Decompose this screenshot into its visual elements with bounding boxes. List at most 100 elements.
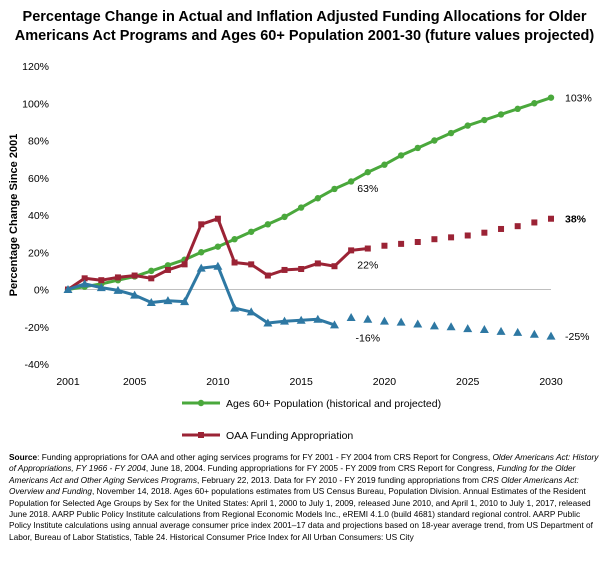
data-point: [196, 263, 206, 272]
data-point: [280, 316, 290, 325]
data-point: [130, 290, 140, 299]
series-group: [63, 94, 556, 340]
data-point: [514, 105, 521, 113]
data-point: [146, 298, 156, 307]
data-point: [248, 261, 255, 268]
data-point: [264, 221, 272, 228]
data-point: [181, 261, 188, 268]
data-point: [464, 122, 471, 129]
data-point: [381, 161, 388, 168]
data-label: -16%: [356, 332, 381, 344]
data-point: [414, 239, 421, 246]
data-label: 38%: [565, 214, 587, 226]
data-point: [80, 279, 90, 288]
data-point: [498, 225, 505, 232]
data-point: [531, 100, 538, 107]
source-text: , June 18, 2004. Funding appropriations …: [145, 463, 497, 474]
y-axis-title: Percentage Change Since 2001: [8, 134, 20, 297]
legend-marker-1: [198, 432, 204, 438]
data-point: [329, 320, 339, 329]
data-point: [331, 185, 338, 193]
data-point: [198, 249, 205, 256]
annotations-group: 103% 63% 38% 22% -16% -25%: [356, 93, 592, 345]
data-point: [546, 331, 556, 340]
data-point: [314, 195, 322, 202]
data-point: [148, 275, 155, 282]
data-point: [164, 266, 171, 273]
data-point: [481, 229, 488, 236]
data-point: [246, 307, 256, 316]
data-point: [297, 204, 305, 211]
source-text: : Funding appropriations for OAA and oth…: [37, 452, 493, 462]
axes-group: -40% -20% 0% 20% 40% 60% 80% 100% 120% 2001 2005 20…: [8, 61, 563, 388]
source-note: Source: Funding appropriations for OAA a…: [9, 452, 603, 543]
data-point: [131, 272, 138, 279]
data-point: [281, 266, 288, 273]
data-point: [347, 178, 355, 185]
data-point: [163, 296, 173, 305]
data-point: [381, 242, 388, 249]
chart-title: Percentage Change in Actual and Inflatio…: [0, 8, 609, 46]
legend-label-0: Ages 60+ Population (historical and proj…: [226, 398, 441, 410]
data-point: [431, 137, 438, 144]
y-tick-label: 120%: [22, 61, 49, 73]
data-point: [464, 232, 471, 239]
data-label: 63%: [357, 183, 378, 195]
y-tick-label: -20%: [24, 322, 49, 334]
series-line-1: [67, 217, 368, 291]
data-point: [214, 243, 222, 250]
legend: Ages 60+ Population (historical and proj…: [182, 398, 441, 442]
y-tick-label: 80%: [28, 136, 49, 148]
data-point: [231, 259, 238, 266]
source-text: CRS Older Americans Act: Overview and Fu…: [9, 474, 579, 497]
y-tick-label: 40%: [28, 210, 49, 222]
line-chart: -40% -20% 0% 20% 40% 60% 80% 100% 120% 2001 2005 20…: [8, 61, 592, 442]
x-tick-label: 2005: [123, 376, 147, 388]
source-text: Funding for the Older Americans Act and …: [9, 463, 576, 485]
data-point: [363, 314, 373, 323]
data-point: [481, 116, 488, 124]
data-point: [213, 261, 223, 270]
data-point: [529, 329, 539, 338]
data-point: [431, 236, 438, 243]
data-label: -25%: [565, 331, 590, 343]
data-point: [296, 315, 306, 324]
data-point: [298, 266, 305, 273]
data-label: 22%: [357, 260, 378, 272]
y-tick-label: 100%: [22, 98, 49, 110]
data-point: [447, 129, 455, 137]
y-tick-label: 0%: [34, 285, 49, 297]
data-point: [398, 240, 405, 247]
data-point: [497, 111, 505, 118]
data-point: [364, 168, 371, 176]
data-point: [63, 285, 73, 293]
data-point: [348, 247, 355, 254]
data-point: [548, 215, 554, 222]
x-tick-label: 2020: [373, 376, 397, 388]
data-point: [463, 324, 473, 333]
data-point: [96, 283, 106, 292]
source-label: Source: [9, 452, 38, 462]
x-tick-label: 2015: [289, 376, 313, 388]
data-point: [264, 272, 271, 279]
data-point: [397, 152, 405, 159]
data-point: [281, 213, 288, 221]
series-line-0: [67, 96, 552, 291]
data-point: [114, 274, 121, 281]
chart-title-line-2: Americans Act Programs and Ages 60+ Popu…: [14, 28, 595, 44]
data-point: [346, 312, 356, 321]
legend-label-1: OAA Funding Appropriation: [226, 430, 353, 442]
y-tick-label: -40%: [24, 359, 49, 371]
data-point: [198, 221, 205, 228]
data-label: 103%: [565, 93, 592, 105]
data-point: [231, 236, 238, 243]
x-tick-label: 2010: [206, 376, 230, 388]
data-point: [313, 314, 323, 323]
data-point: [331, 263, 338, 270]
data-point: [531, 219, 538, 226]
data-point: [446, 322, 456, 331]
data-point: [230, 303, 240, 312]
data-point: [248, 228, 255, 235]
data-point: [479, 325, 489, 334]
data-point: [314, 260, 321, 267]
